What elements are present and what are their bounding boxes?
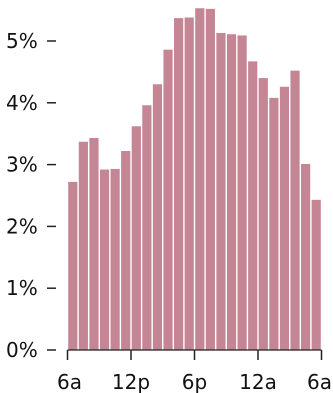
bar-3p <box>163 49 173 351</box>
x-tick-label: 12p <box>112 370 150 393</box>
y-tick-label: 2% <box>6 214 38 238</box>
bar-11a <box>121 151 131 350</box>
bar-8a <box>89 138 99 350</box>
y-axis: 0% 1% 2% 3% 4% 5% <box>6 29 56 362</box>
bar-10p <box>237 35 247 350</box>
y-tick-label: 1% <box>6 276 38 300</box>
bar-7a <box>78 141 88 350</box>
bar-5a <box>311 199 321 350</box>
bar-1a <box>269 97 279 350</box>
bars-group <box>68 8 321 351</box>
bar-1p <box>142 105 152 351</box>
bar-10a <box>110 168 120 350</box>
bar-8p <box>216 32 226 350</box>
x-tick-label: 6a <box>57 370 82 393</box>
bar-5p <box>184 17 194 351</box>
y-tick-label: 5% <box>6 29 38 53</box>
x-tick-label: 6a <box>307 370 332 393</box>
x-axis: 6a 12p 6p 12a 6a <box>57 349 332 393</box>
y-tick-label: 0% <box>6 338 38 362</box>
bar-12a <box>258 78 268 350</box>
bar-4a <box>301 163 311 350</box>
bar-6a <box>68 181 78 350</box>
y-tick-label: 3% <box>6 153 38 177</box>
bar-2a <box>279 86 290 350</box>
bar-2p <box>152 84 163 350</box>
bar-4p <box>174 18 184 350</box>
x-tick-label: 12a <box>239 370 277 393</box>
bar-11p <box>248 61 258 350</box>
bar-3a <box>290 70 300 350</box>
x-tick-label: 6p <box>182 370 207 393</box>
bar-6p <box>195 8 205 350</box>
bar-9a <box>99 169 110 350</box>
bar-9p <box>226 34 237 350</box>
bar-12p <box>131 126 141 350</box>
y-tick-label: 4% <box>6 91 38 115</box>
bar-7p <box>205 8 215 351</box>
